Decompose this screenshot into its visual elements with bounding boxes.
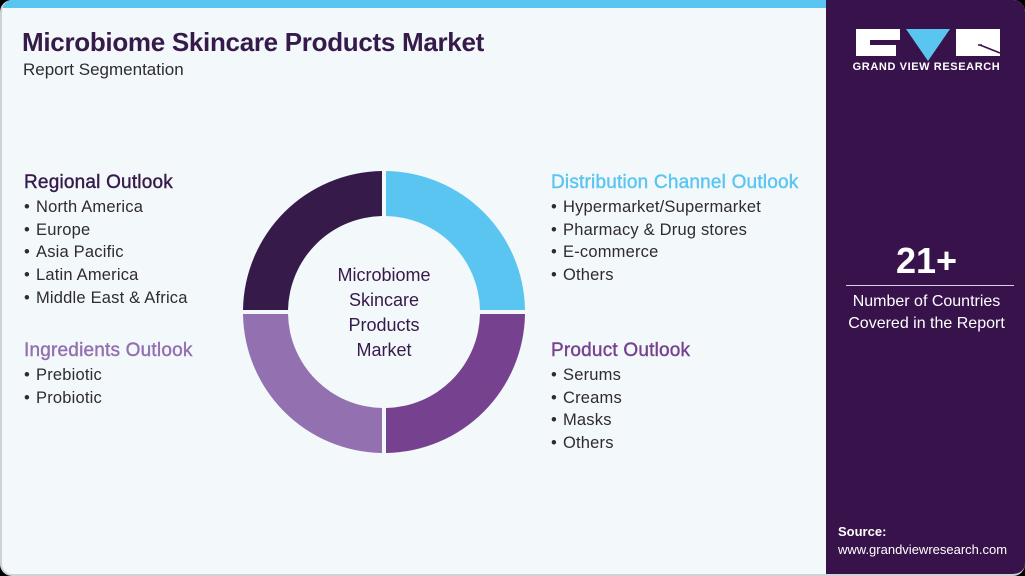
donut-segment-product — [386, 314, 525, 453]
segment-product-outlook: Product Outlook Serums Creams Masks Othe… — [551, 340, 690, 455]
accent-top-bar — [2, 0, 826, 8]
segment-distribution-channel-outlook: Distribution Channel Outlook Hypermarket… — [551, 172, 811, 287]
list-item: Masks — [551, 409, 690, 432]
list-item: Prebiotic — [24, 364, 193, 387]
segment-items: Hypermarket/Supermarket Pharmacy & Drug … — [551, 196, 811, 287]
stat-label-line: Covered in the Report — [848, 315, 1005, 332]
list-item: Latin America — [24, 264, 188, 287]
segment-title: Ingredients Outlook — [24, 340, 193, 361]
sidebar-panel: GRAND VIEW RESEARCH 21+ Number of Countr… — [826, 0, 1025, 574]
center-label-line: Skincare — [348, 290, 420, 310]
stat-label-line: Number of Countries — [852, 293, 1001, 310]
source-label: Source: — [838, 524, 887, 539]
segment-ingredients-outlook: Ingredients Outlook Prebiotic Probiotic — [24, 340, 193, 409]
countries-count: 21+ — [895, 240, 958, 281]
list-item: Europe — [24, 219, 188, 242]
stat-divider — [846, 285, 1014, 286]
list-item: E-commerce — [551, 241, 811, 264]
center-label-line: Market — [356, 340, 412, 360]
list-item: Asia Pacific — [24, 241, 188, 264]
segment-title: Distribution Channel Outlook — [551, 172, 799, 193]
list-item: Probiotic — [24, 387, 193, 410]
donut-segment-ingredients — [243, 314, 382, 453]
list-item: Others — [551, 432, 690, 455]
center-label-line: Products — [348, 315, 420, 335]
center-label-line: Microbiome — [337, 265, 431, 285]
segment-title: Regional Outlook — [24, 172, 173, 193]
donut-center-label: Microbiome Skincare Products Market — [304, 263, 464, 363]
list-item: Serums — [551, 364, 690, 387]
page-title: Microbiome Skincare Products Market — [22, 27, 484, 57]
segment-title: Product Outlook — [551, 340, 691, 361]
list-item: North America — [24, 196, 188, 219]
list-item: Others — [551, 264, 811, 287]
source-url-link[interactable]: www.grandviewresearch.com — [838, 542, 1008, 557]
segment-regional-outlook: Regional Outlook North America Europe As… — [24, 172, 188, 310]
countries-count-label: Number of Countries Covered in the Repor… — [826, 291, 1025, 335]
donut-segment-regional — [243, 171, 382, 310]
donut-segment-distribution — [386, 171, 525, 310]
segment-items: Serums Creams Masks Others — [551, 364, 690, 455]
segment-items: North America Europe Asia Pacific Latin … — [24, 196, 188, 310]
list-item: Creams — [551, 387, 690, 410]
segmentation-donut-chart — [243, 171, 525, 453]
page-subtitle: Report Segmentation — [23, 60, 184, 79]
segment-items: Prebiotic Probiotic — [24, 364, 193, 409]
list-item: Middle East & Africa — [24, 287, 188, 310]
list-item: Pharmacy & Drug stores — [551, 219, 811, 242]
list-item: Hypermarket/Supermarket — [551, 196, 811, 219]
logo-wordmark: GRAND VIEW RESEARCH — [852, 61, 1001, 73]
grand-view-research-logo-icon — [856, 29, 1000, 61]
